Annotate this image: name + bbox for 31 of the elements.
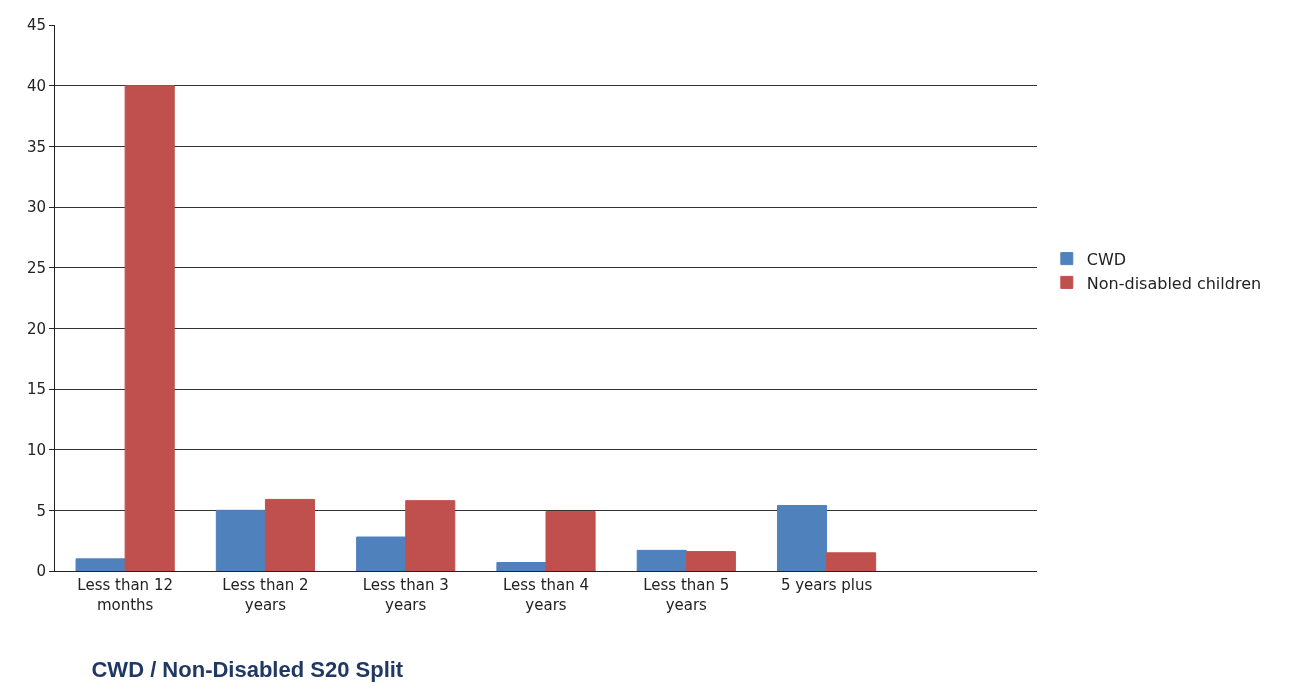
bar — [405, 500, 456, 571]
bar — [75, 558, 126, 571]
y-tick-label: 25 — [26, 258, 46, 277]
y-tick-label: 45 — [26, 16, 46, 35]
legend-label: CWD — [1086, 249, 1127, 269]
x-tick-label: Less than 2 years — [222, 576, 309, 614]
bar — [826, 552, 877, 571]
y-tick-label: 15 — [26, 380, 46, 399]
bar — [685, 551, 736, 571]
legend-label: Non-disabled children — [1086, 273, 1262, 293]
y-tick-label: 40 — [26, 76, 46, 95]
text: CWD / Non-Disabled S20 Split — [91, 657, 404, 683]
bar — [264, 498, 316, 571]
x-tick-label: Less than 5 years — [643, 576, 730, 614]
y-tick-label: 10 — [26, 440, 46, 459]
bar — [356, 536, 407, 571]
x-tick-label: Less than 3 years — [362, 576, 449, 614]
bar — [496, 562, 547, 571]
y-tick-label: 35 — [26, 137, 46, 156]
y-tick-label: 5 — [36, 501, 46, 520]
bar — [636, 549, 687, 571]
bar — [545, 511, 596, 571]
x-tick-label: Less than 4 years — [502, 576, 590, 614]
y-tick-label: 20 — [26, 319, 46, 338]
bar — [124, 85, 175, 571]
y-tick-label: 30 — [26, 198, 46, 217]
x-tick-label: 5 years plus — [780, 576, 873, 594]
x-tick-label: Less than 12 months — [77, 576, 173, 614]
y-tick-label: 0 — [36, 562, 46, 581]
bar — [776, 504, 828, 571]
bar — [215, 509, 266, 571]
